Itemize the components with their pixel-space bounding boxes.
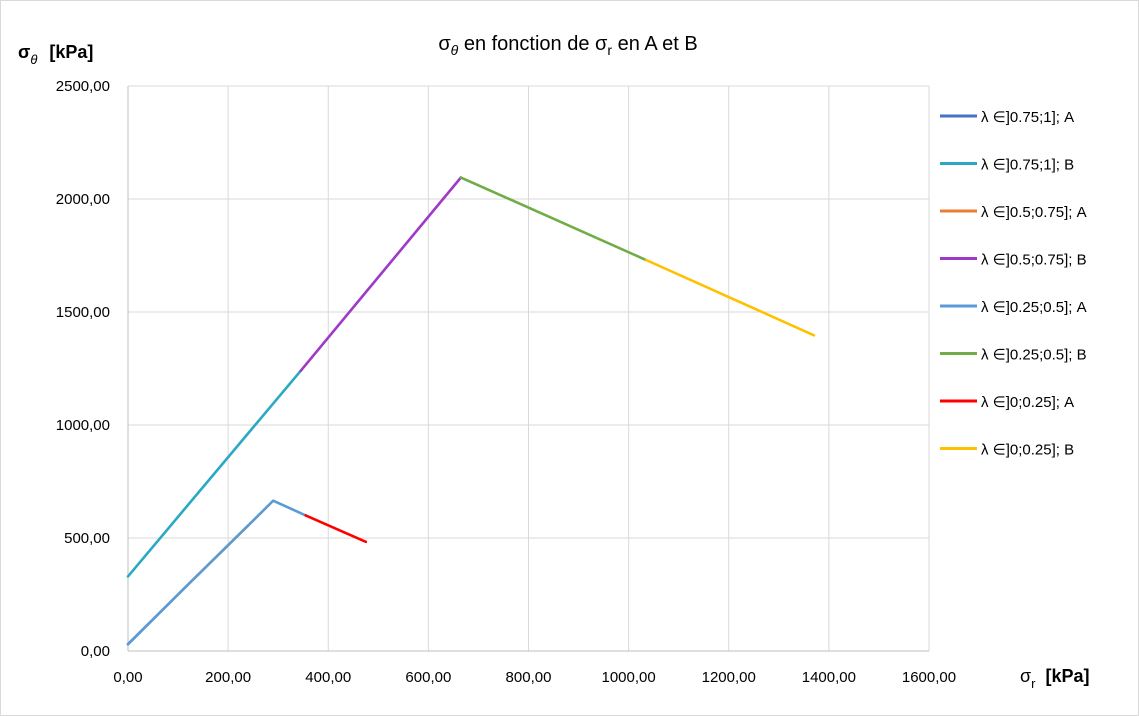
y-tick-label: 2500,00: [56, 78, 110, 95]
series-line-7: [304, 514, 368, 544]
y-tick-label: 1000,00: [56, 417, 110, 434]
y-tick-label: 0,00: [81, 643, 110, 660]
series-line-5: [126, 499, 308, 646]
legend-label: λ ∈]0.75;1]; A: [981, 109, 1074, 126]
x-tick-label: 200,00: [205, 669, 251, 686]
tick-labels: 0,00 500,00 1000,00 1500,00 2000,00 2500,00 0,…: [56, 78, 956, 686]
legend-label: λ ∈]0;0.25]; A: [981, 394, 1074, 411]
series-line-2: [126, 369, 303, 578]
x-tick-label: 800,00: [506, 669, 552, 686]
x-tick-label: 1600,00: [902, 669, 956, 686]
legend-label: λ ∈]0.25;0.5]; B: [981, 347, 1087, 364]
y-tick-label: 2000,00: [56, 191, 110, 208]
x-tick-label: 1000,00: [602, 669, 656, 686]
y-tick-label: 1500,00: [56, 304, 110, 321]
legend-label: λ ∈]0.25;0.5]; A: [981, 299, 1087, 316]
series-line-4: [299, 176, 463, 373]
x-axis-title: σr [kPa]: [1020, 666, 1089, 691]
gridlines: [128, 85, 930, 651]
legend: λ ∈]0.75;1]; A λ ∈]0.75;1]; B λ ∈]0.5;0.75…: [940, 109, 1087, 459]
x-tick-label: 0,00: [113, 669, 142, 686]
legend-label: λ ∈]0.5;0.75]; B: [981, 252, 1087, 269]
series-lines: [126, 176, 816, 646]
x-tick-label: 400,00: [305, 669, 351, 686]
x-tick-label: 600,00: [405, 669, 451, 686]
axes: [127, 86, 929, 652]
series-line-8: [644, 258, 816, 337]
y-axis-title: σθ [kPa]: [18, 42, 93, 67]
legend-label: λ ∈]0.75;1]; B: [981, 157, 1074, 174]
legend-label: λ ∈]0.5;0.75]; A: [981, 204, 1087, 221]
y-tick-label: 500,00: [64, 530, 110, 547]
legend-label: λ ∈]0;0.25]; B: [981, 442, 1074, 459]
series-line-6: [459, 176, 648, 262]
x-tick-label: 1200,00: [702, 669, 756, 686]
chart-title: σθ en fonction de σr en A et B: [438, 33, 697, 58]
x-tick-label: 1400,00: [802, 669, 856, 686]
